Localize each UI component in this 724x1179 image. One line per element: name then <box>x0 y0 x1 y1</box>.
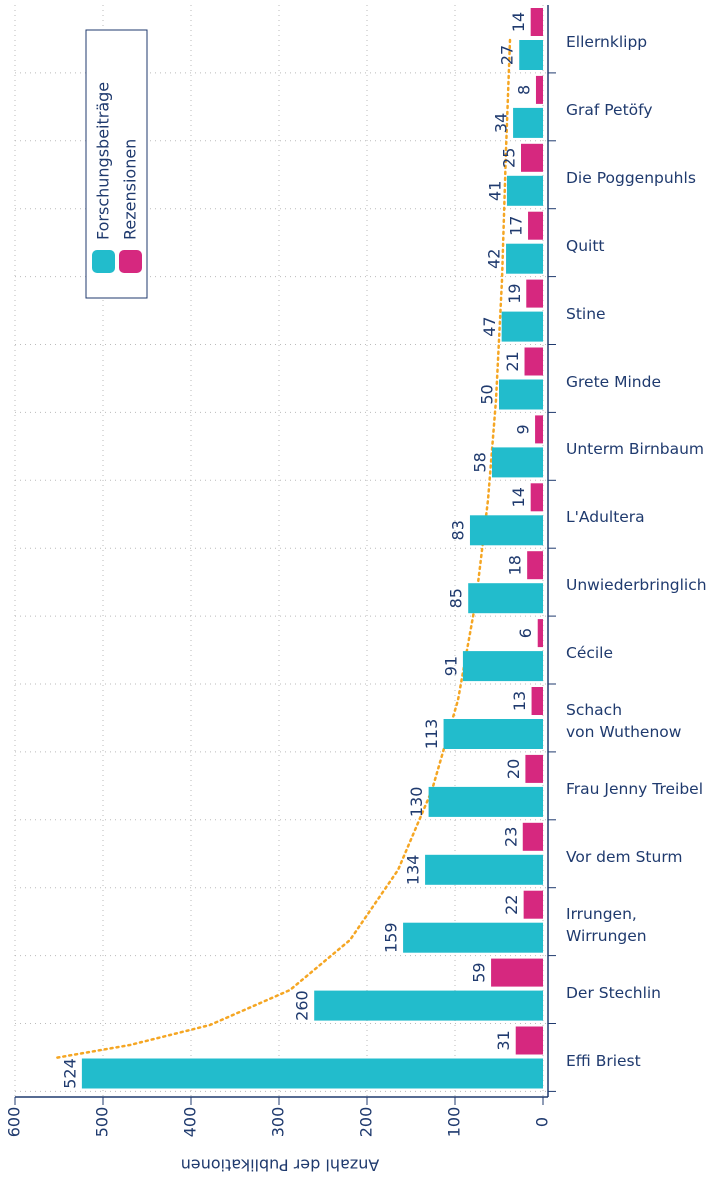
value-label: 18 <box>506 555 525 575</box>
category-label: L'Adultera <box>566 508 645 527</box>
x-tick-label: 200 <box>357 1107 376 1138</box>
bar <box>425 854 543 885</box>
bar <box>537 619 543 648</box>
x-tick-label: 100 <box>445 1107 464 1138</box>
bar <box>81 1058 543 1089</box>
bar <box>501 311 543 342</box>
category-label: Der Stechlin <box>566 983 662 1002</box>
bar <box>524 347 543 376</box>
bar <box>314 990 543 1021</box>
value-label: 41 <box>485 181 504 201</box>
bar <box>531 687 543 715</box>
category-label: Grete Minde <box>566 372 661 391</box>
legend-swatch <box>92 250 115 273</box>
category-label: Cécile <box>566 644 614 663</box>
bar <box>468 583 543 614</box>
value-label: 83 <box>448 520 467 540</box>
bar <box>521 143 543 172</box>
value-label: 6 <box>516 628 535 638</box>
value-label: 25 <box>500 148 519 168</box>
x-tick-label: 0 <box>533 1117 552 1127</box>
x-axis-label: Anzahl der Publikationen <box>181 1156 380 1175</box>
bar <box>428 786 543 817</box>
value-label: 113 <box>422 719 441 750</box>
bar <box>535 415 543 444</box>
value-label: 27 <box>498 45 517 65</box>
category-label: Frau Jenny Treibel <box>566 779 704 798</box>
x-tick-label: 600 <box>5 1107 24 1138</box>
bar <box>462 651 543 682</box>
value-label: 260 <box>293 990 312 1021</box>
bar <box>515 1026 543 1055</box>
value-label: 19 <box>505 283 524 303</box>
x-tick-label: 400 <box>181 1107 200 1138</box>
value-label: 524 <box>60 1058 79 1089</box>
category-label: Irrungen, Wirrungen <box>566 904 647 945</box>
bar <box>528 211 543 240</box>
value-label: 34 <box>492 113 511 133</box>
category-label: Effi Briest <box>566 1051 641 1070</box>
value-label: 8 <box>514 85 533 95</box>
value-label: 134 <box>404 855 423 886</box>
x-tick-label: 300 <box>269 1107 288 1138</box>
category-label: Stine <box>566 304 606 323</box>
category-label: Die Poggenpuhls <box>566 168 696 187</box>
bar <box>506 175 543 206</box>
value-label: 14 <box>509 487 528 507</box>
bar <box>530 8 543 36</box>
value-label: 58 <box>470 452 489 472</box>
value-label: 50 <box>478 384 497 404</box>
value-label: 47 <box>480 316 499 336</box>
category-label: Graf Petöfy <box>566 100 653 119</box>
value-label: 42 <box>485 249 504 269</box>
category-label: Unwiederbringlich <box>566 576 707 595</box>
bar <box>469 515 543 546</box>
value-label: 85 <box>447 588 466 608</box>
value-label: 21 <box>503 351 522 371</box>
value-label: 14 <box>509 12 528 32</box>
bar <box>535 75 543 104</box>
value-label: 9 <box>514 424 533 434</box>
x-tick-label: 500 <box>93 1107 112 1138</box>
bar <box>403 922 543 953</box>
bar <box>525 754 543 783</box>
bar <box>513 107 543 138</box>
value-label: 13 <box>510 691 529 711</box>
category-label: Quitt <box>566 236 605 255</box>
category-label: Ellernklipp <box>566 33 648 51</box>
bar <box>506 243 543 274</box>
bar <box>530 483 543 512</box>
value-label: 17 <box>507 216 526 236</box>
bar <box>499 379 543 410</box>
bar <box>526 279 543 308</box>
value-label: 130 <box>407 787 426 818</box>
category-label: Schach von Wuthenow <box>566 701 682 741</box>
bar <box>443 719 543 749</box>
value-label: 59 <box>470 962 489 982</box>
value-label: 91 <box>441 656 460 676</box>
bar <box>491 958 543 987</box>
legend-label: Rezensionen <box>121 139 140 240</box>
bar <box>491 447 543 478</box>
legend-label: Forschungsbeiträge <box>94 82 113 240</box>
legend-swatch <box>119 250 142 273</box>
value-label: 159 <box>382 922 401 953</box>
bar <box>519 40 543 70</box>
legend: Forschungsbeiträge Rezensionen <box>85 29 148 299</box>
value-label: 20 <box>504 759 523 779</box>
category-label: Vor dem Sturm <box>566 847 683 866</box>
bar <box>527 551 543 580</box>
value-label: 23 <box>501 827 520 847</box>
bar <box>523 890 543 919</box>
category-label: Unterm Birnbaum <box>566 440 705 459</box>
value-label: 31 <box>494 1030 513 1050</box>
bar <box>522 822 543 851</box>
value-label: 22 <box>502 895 521 915</box>
